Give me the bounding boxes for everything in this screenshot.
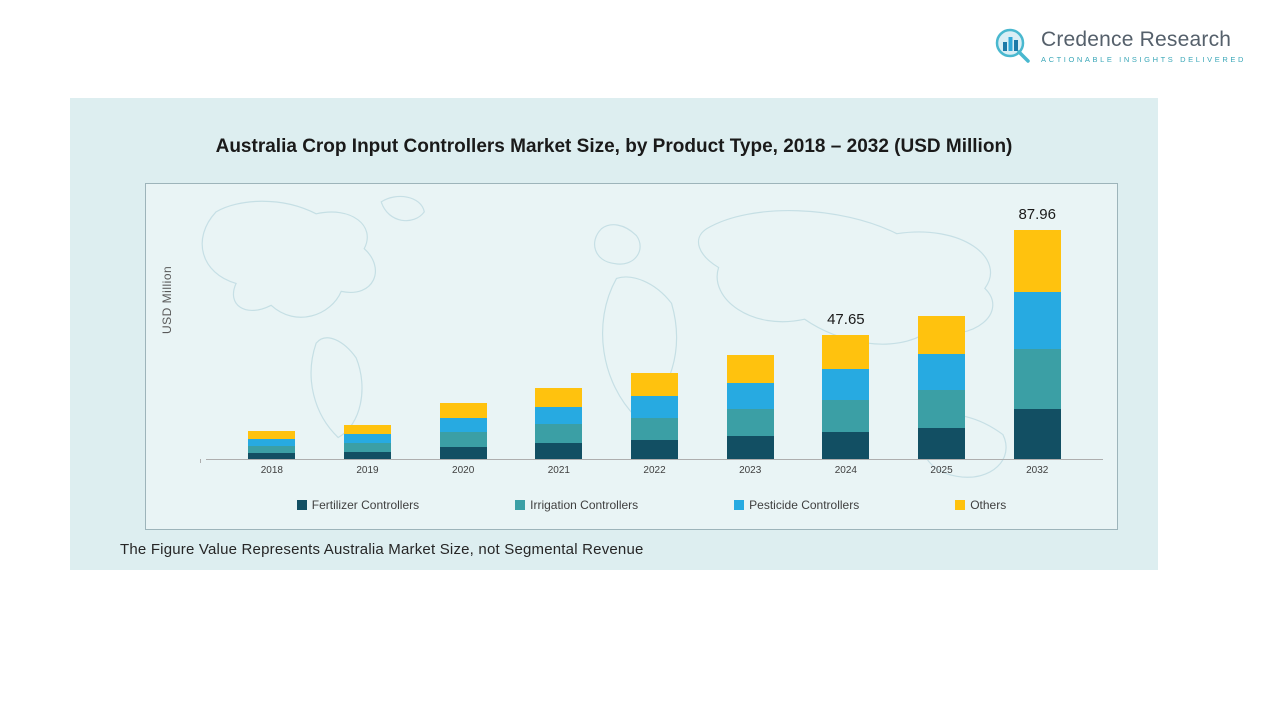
bar-segment-fertilizer-controllers <box>726 436 774 459</box>
legend-swatch-fertilizer-controllers <box>296 500 307 510</box>
bar-segment-others <box>248 431 296 439</box>
total-label-2032: 87.96 <box>1018 206 1056 224</box>
logo-text: Credence Research Actionable Insights De… <box>1041 28 1246 64</box>
bar-segment-others <box>535 387 583 407</box>
bar-segment-fertilizer-controllers <box>918 427 966 459</box>
bar-segment-pesticide-controllers <box>1013 291 1061 350</box>
bar-segment-others <box>344 425 391 435</box>
legend-label-pesticide-controllers: Pesticide Controllers <box>749 498 860 512</box>
bar-segment-pesticide-controllers <box>535 406 583 425</box>
bar-segment-irrigation-controllers <box>1013 349 1061 409</box>
bar-segment-fertilizer-controllers <box>822 431 870 459</box>
chart-title: Australia Crop Input Controllers Market … <box>215 136 1013 157</box>
bar-segment-irrigation-controllers <box>439 432 487 447</box>
bar-column-2018 <box>224 198 320 459</box>
bar-column-2019 <box>320 198 416 459</box>
bar-stack-2025 <box>918 315 966 459</box>
chart-footnote: The Figure Value Represents Australia Ma… <box>120 541 644 558</box>
x-axis-label-2022: 2022 <box>643 465 666 476</box>
logo-name: Credence Research <box>1040 28 1232 51</box>
bar-column-2032: 87.96 <box>989 198 1085 459</box>
legend-label-irrigation-controllers: Irrigation Controllers <box>530 498 639 512</box>
bar-segment-fertilizer-controllers <box>344 451 391 459</box>
bar-stack-2022 <box>631 372 679 459</box>
bar-segment-others <box>822 335 870 369</box>
bar-column-2021 <box>511 198 607 459</box>
bar-segment-irrigation-controllers <box>248 445 296 453</box>
bar-segment-others <box>439 403 487 419</box>
bar-segment-irrigation-controllers <box>631 417 679 440</box>
bar-segment-pesticide-controllers <box>344 434 391 443</box>
bar-segment-fertilizer-controllers <box>631 440 679 459</box>
bar-segment-fertilizer-controllers <box>439 446 487 459</box>
y-axis-label: USD Million <box>160 265 174 334</box>
bar-segment-irrigation-controllers <box>535 424 583 444</box>
logo-tagline: Actionable Insights Delivered <box>1040 55 1246 64</box>
bar-column-2025 <box>894 198 990 459</box>
chart-plot-box: USD Million 47.65 87.96 2018 2019 2020 2021 2… <box>145 183 1118 530</box>
x-axis-label-2023: 2023 <box>739 465 762 476</box>
legend-item-others: Others <box>955 498 1006 512</box>
total-label-2024: 47.65 <box>827 311 865 329</box>
bar-segment-others <box>726 354 774 384</box>
x-axis-label-2018: 2018 <box>260 465 283 476</box>
legend-item-pesticide-controllers: Pesticide Controllers <box>734 498 859 512</box>
legend-label-fertilizer-controllers: Fertilizer Controllers <box>311 498 420 512</box>
bar-stack-2018 <box>248 431 296 459</box>
legend: Fertilizer Controllers Irrigation Control… <box>186 498 1117 512</box>
x-axis-label-2019: 2019 <box>356 465 379 476</box>
bar-segment-irrigation-controllers <box>822 399 870 432</box>
bar-segment-pesticide-controllers <box>726 383 774 410</box>
bar-column-2022 <box>607 198 703 459</box>
bar-column-2023 <box>702 198 798 459</box>
x-axis-label-2032: 2032 <box>1026 465 1049 476</box>
bar-segment-fertilizer-controllers <box>248 452 296 459</box>
logo-chart-magnifier-icon <box>995 28 1030 63</box>
bar-segment-others <box>631 372 679 397</box>
bar-segment-pesticide-controllers <box>439 418 487 433</box>
bar-segment-pesticide-controllers <box>822 368 870 400</box>
bar-stack-2023 <box>726 354 774 459</box>
legend-swatch-irrigation-controllers <box>515 500 526 510</box>
legend-item-fertilizer-controllers: Fertilizer Controllers <box>296 498 420 512</box>
bar-segment-pesticide-controllers <box>918 354 966 391</box>
x-axis-label-2021: 2021 <box>547 465 570 476</box>
bar-stack-2032 <box>1013 230 1061 459</box>
legend-swatch-others <box>955 500 966 510</box>
bar-column-2020 <box>415 198 511 459</box>
bar-segment-irrigation-controllers <box>344 442 391 452</box>
x-axis-label-2020: 2020 <box>452 465 475 476</box>
bar-segment-others <box>1013 230 1061 292</box>
plot-area: 47.65 87.96 2018 2019 2020 2021 2022 2023 2024 2… <box>200 198 1103 476</box>
bar-stack-2020 <box>439 403 487 459</box>
credence-research-logo: Credence Research Actionable Insights De… <box>995 28 1246 68</box>
bar-segment-pesticide-controllers <box>248 438 296 446</box>
bar-stack-2021 <box>535 387 583 459</box>
x-axis-label-2024: 2024 <box>834 465 857 476</box>
bar-column-2024: 47.65 <box>798 198 894 459</box>
chart-panel: Australia Crop Input Controllers Market … <box>70 98 1158 570</box>
bar-segment-pesticide-controllers <box>631 396 679 418</box>
bar-stack-2019 <box>344 425 391 459</box>
bar-segment-others <box>918 315 966 355</box>
bars-row: 47.65 87.96 <box>200 198 1103 463</box>
legend-swatch-pesticide-controllers <box>734 500 745 510</box>
legend-label-others: Others <box>970 498 1007 512</box>
x-axis-label-2025: 2025 <box>930 465 953 476</box>
bar-stack-2024 <box>822 335 870 459</box>
bar-segment-irrigation-controllers <box>726 409 774 437</box>
legend-item-irrigation-controllers: Irrigation Controllers <box>515 498 638 512</box>
bar-segment-irrigation-controllers <box>918 390 966 428</box>
bar-segment-fertilizer-controllers <box>535 443 583 459</box>
bar-segment-fertilizer-controllers <box>1013 408 1061 459</box>
x-axis-labels: 2018 2019 2020 2021 2022 2023 2024 2025 2032 <box>206 465 1103 476</box>
